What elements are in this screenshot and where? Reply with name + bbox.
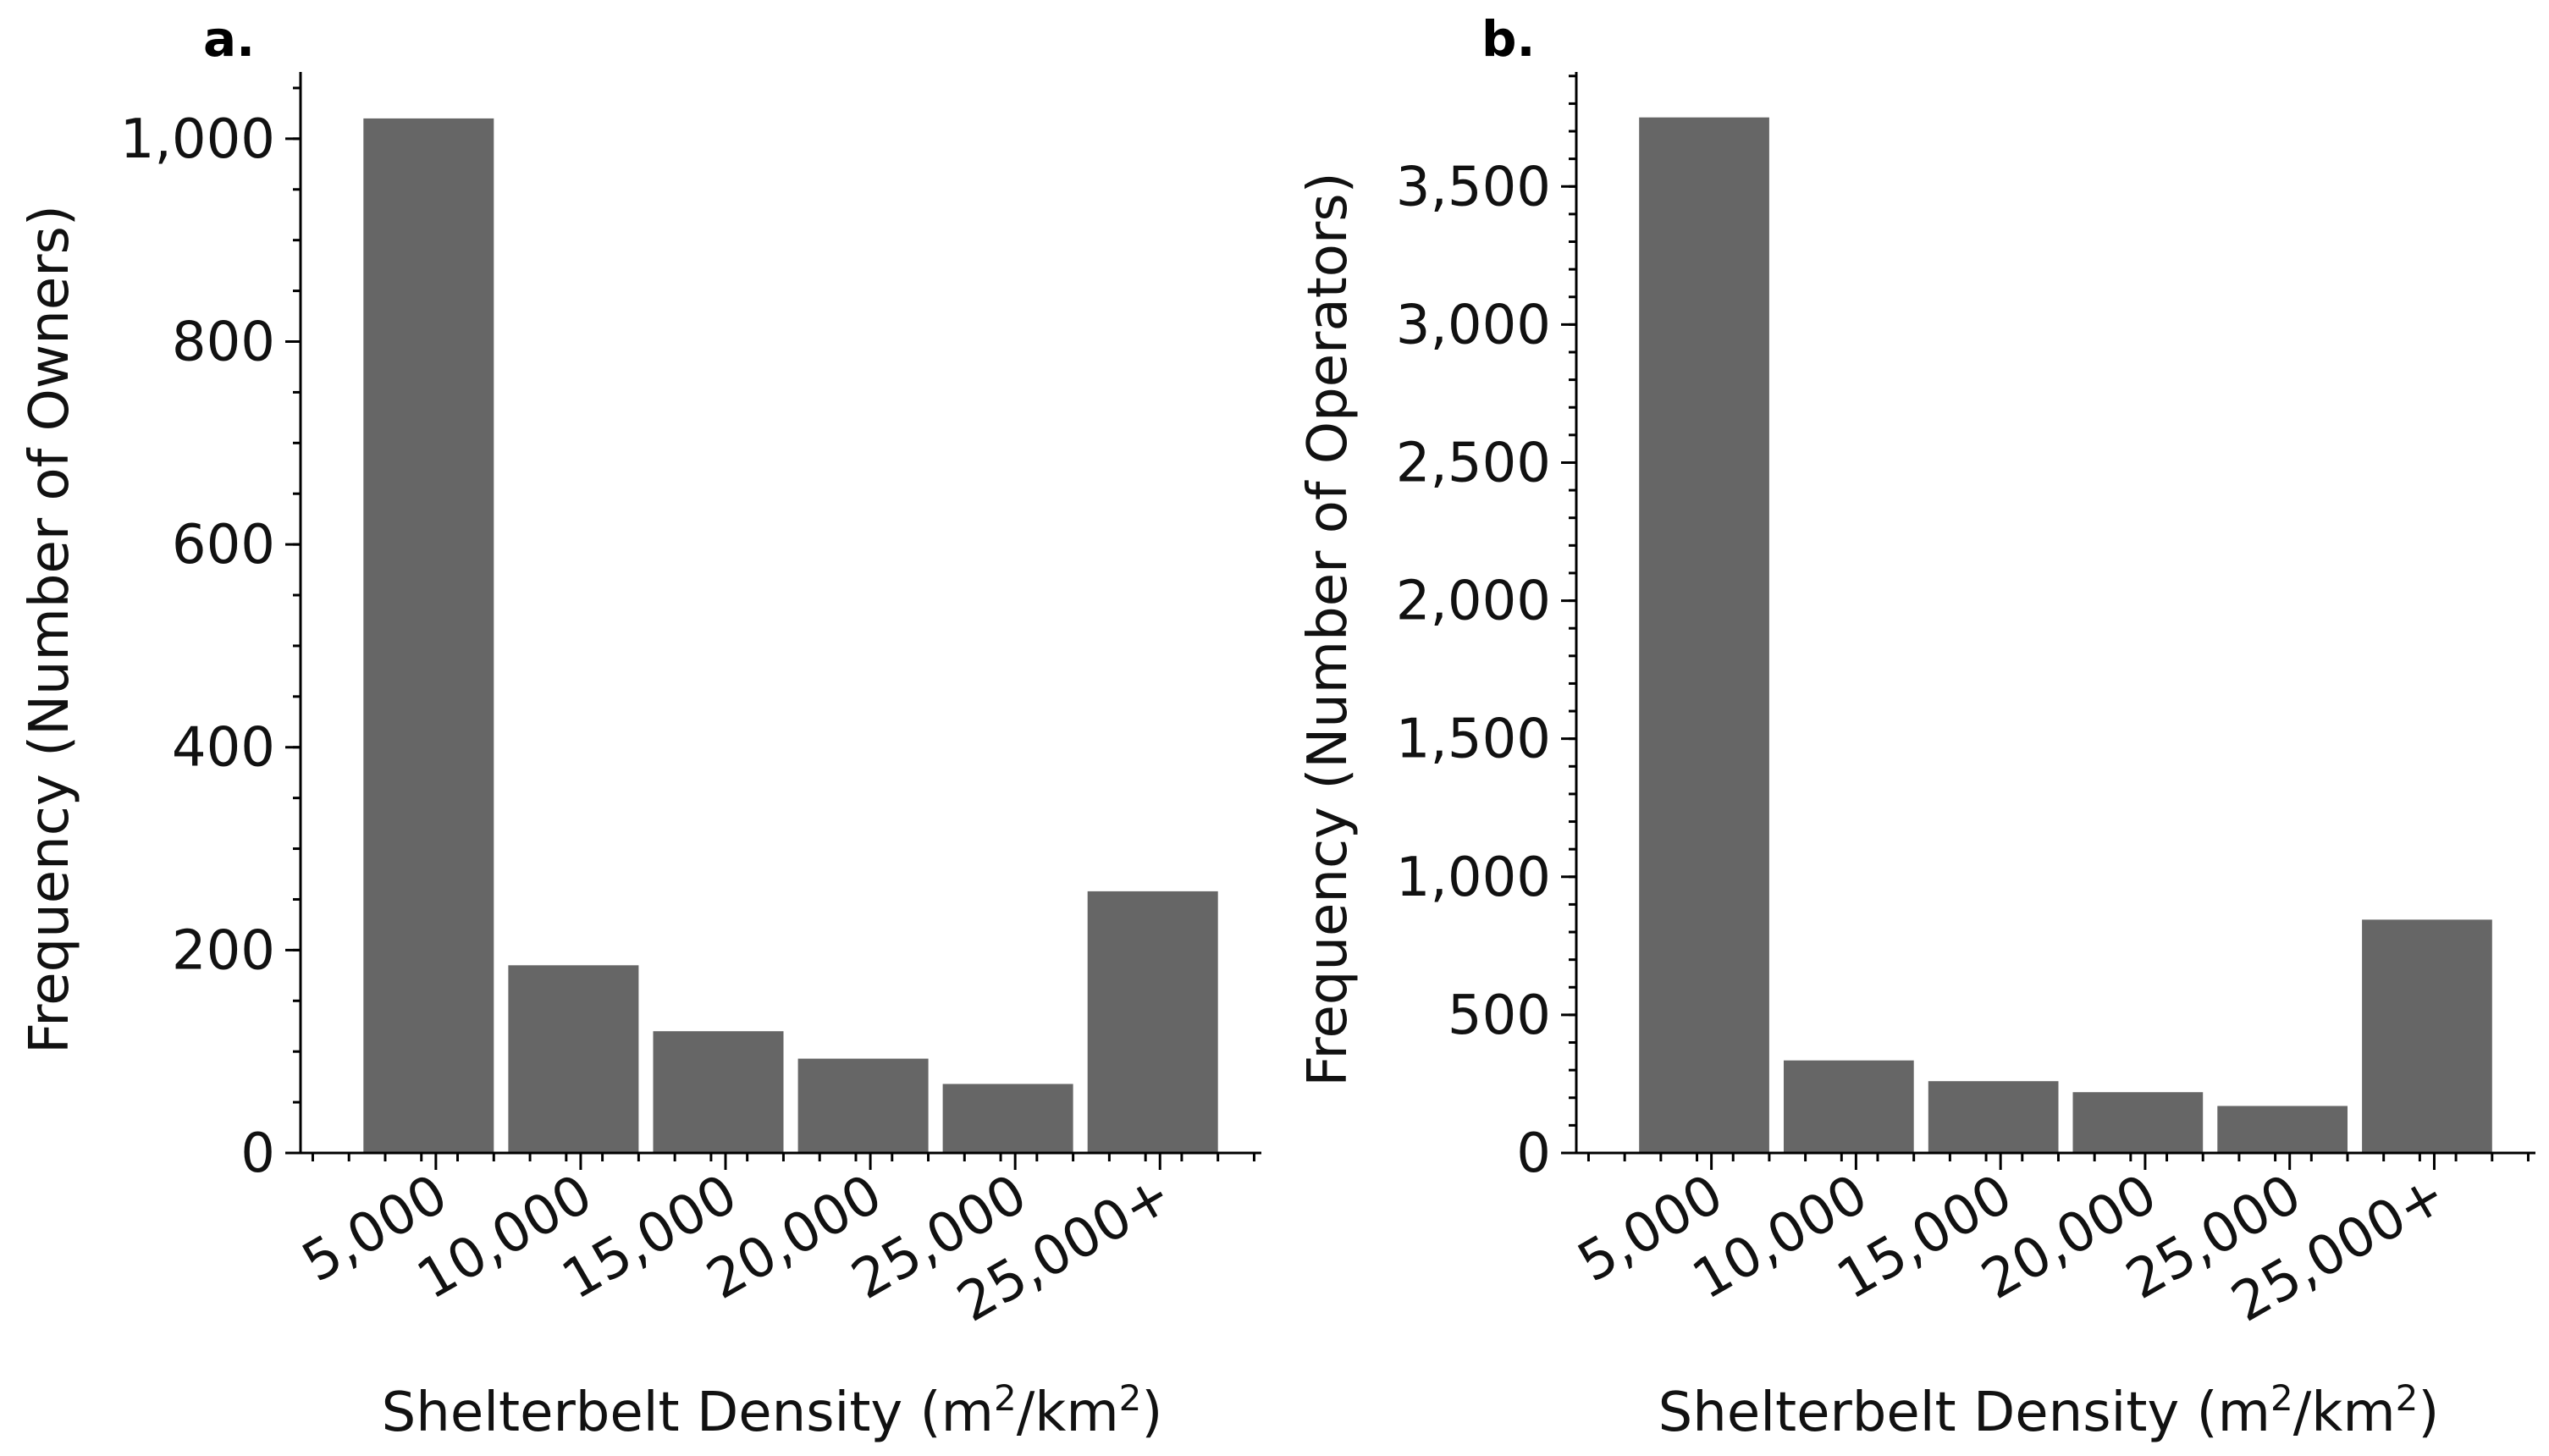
y-tick-label: 3,000: [1396, 294, 1551, 356]
bar-2: [1928, 1081, 2059, 1153]
y-tick-label: 400: [172, 717, 275, 780]
x-axis-title-b: Shelterbelt Density (m2/km2): [1658, 1377, 2440, 1444]
bars-b: [1639, 117, 2492, 1154]
y-tick-label: 2,500: [1396, 432, 1551, 494]
y-tick-label: 3,500: [1396, 156, 1551, 218]
bar-4: [2217, 1106, 2348, 1153]
y-tick-label: 1,000: [120, 108, 275, 171]
bars-a: [363, 118, 1218, 1153]
y-tick-label: 500: [1448, 984, 1551, 1047]
bar-5: [1087, 891, 1218, 1153]
bar-0: [363, 118, 494, 1153]
y-axis-title-b: Frequency (Number of Operators): [1297, 172, 1360, 1086]
bar-4: [942, 1084, 1073, 1153]
x-axis-title-a: Shelterbelt Density (m2/km2): [382, 1377, 1163, 1444]
bar-1: [1784, 1060, 1914, 1153]
y-tick-label: 800: [172, 311, 275, 373]
bar-5: [2362, 919, 2492, 1153]
y-ticks-b: 0 500 1,000 1,500 2,000 2,500 3,000 3,500: [1396, 74, 1576, 1185]
y-tick-label: 1,500: [1396, 709, 1551, 771]
y-tick-label: 0: [1516, 1122, 1551, 1185]
y-tick-label: 600: [172, 514, 275, 576]
y-tick-label: 2,000: [1396, 571, 1551, 633]
y-ticks-a: 0 200 400 600 800 1,000: [120, 86, 301, 1185]
bar-1: [508, 965, 639, 1153]
y-axis-title-a: Frequency (Number of Owners): [19, 205, 81, 1054]
bar-3: [797, 1058, 929, 1153]
panel-label-a: a.: [203, 10, 255, 68]
bar-3: [2072, 1092, 2204, 1153]
panel-a: a. 0 200 400 600 800 1,000 5,00010,00015,0002…: [19, 10, 1261, 1444]
y-tick-label: 1,000: [1396, 847, 1551, 909]
y-tick-label: 0: [240, 1122, 275, 1185]
bar-2: [653, 1031, 784, 1153]
panel-b: b. 0 500 1,000 1,500 2,000 2,500 3,000 3,500 5,…: [1297, 10, 2535, 1444]
y-tick-label: 200: [172, 919, 275, 982]
bar-0: [1639, 117, 1769, 1154]
panel-label-b: b.: [1481, 10, 1536, 68]
